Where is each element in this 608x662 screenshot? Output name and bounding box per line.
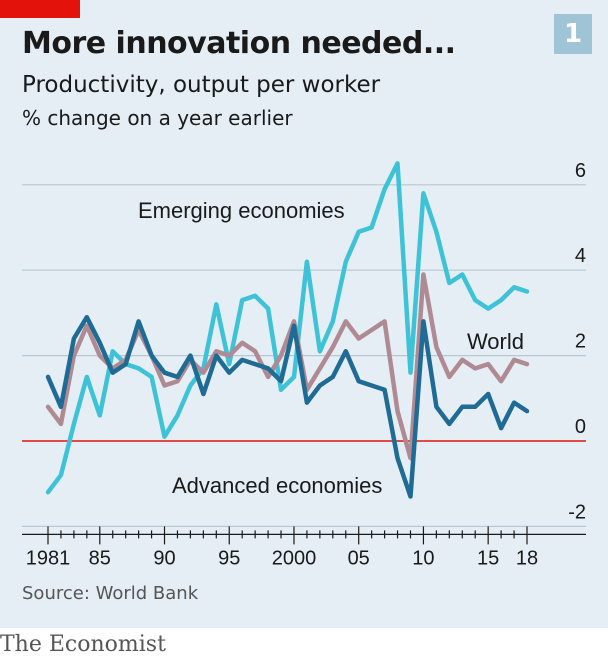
x-tick-label: 1981 <box>26 547 71 569</box>
chart-title: More innovation needed... <box>22 26 456 61</box>
x-axis: 1981 85 90 95 2000 05 10 15 18 <box>22 526 586 569</box>
y-tick-label: 0 <box>575 416 586 438</box>
x-tick-label: 18 <box>516 547 538 569</box>
x-tick-label: 10 <box>412 547 434 569</box>
series-label: World <box>467 329 524 354</box>
chart-subtitle: Productivity, output per worker <box>22 72 381 98</box>
x-tick-label: 15 <box>477 547 499 569</box>
x-tick-label: 05 <box>348 547 370 569</box>
source-note: Source: World Bank <box>22 583 199 604</box>
y-tick-label: -2 <box>568 501 586 523</box>
y-tick-label: 6 <box>575 160 586 182</box>
line-chart: -2 0 2 4 6 1981 85 90 95 2000 05 10 15 18 Emerging e… <box>22 160 586 569</box>
y-tick-label: 2 <box>575 331 586 353</box>
emerging-economies-line <box>45 161 530 495</box>
y-tick-label: 4 <box>575 245 586 267</box>
advanced-economies-line <box>45 314 530 499</box>
publisher-brand: The Economist <box>0 632 166 657</box>
series-label: Advanced economies <box>172 473 382 498</box>
series-labels: Emerging economies World Advanced economie… <box>138 198 524 498</box>
unit-label: % change on a year earlier <box>22 106 293 130</box>
x-tick-label: 2000 <box>272 547 317 569</box>
x-tick-label: 95 <box>218 547 240 569</box>
x-tick-label: 90 <box>153 547 175 569</box>
chart-number-badge: 1 <box>554 14 592 54</box>
series-lines <box>45 161 530 499</box>
chart-panel <box>0 0 608 628</box>
brand-red-tag <box>0 0 80 18</box>
series-label: Emerging economies <box>138 198 345 223</box>
x-tick-label: 85 <box>89 547 111 569</box>
